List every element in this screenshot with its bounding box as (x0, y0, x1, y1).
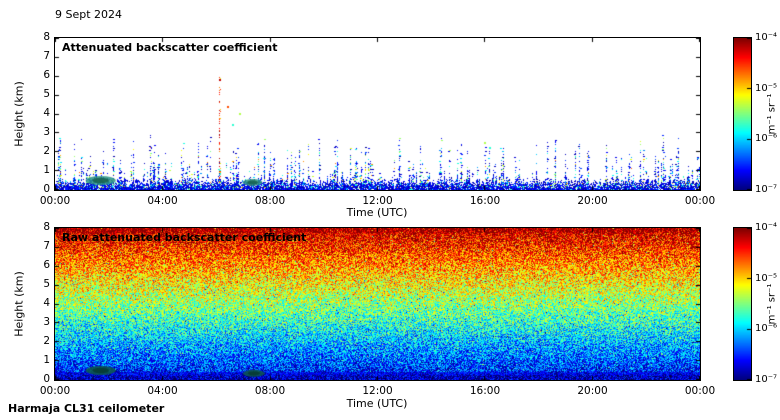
colorbar-top (733, 37, 752, 191)
panel1-colorbar-tick-1: 10⁻⁵ (755, 272, 778, 284)
panel0-x-tick-6: 00:00 (684, 195, 716, 207)
panel0-x-tick-4: 16:00 (469, 195, 501, 207)
panel1-x-tick-0: 00:00 (39, 385, 71, 397)
panel1-colorbar-tick-2: 10⁻⁶ (755, 323, 778, 335)
panel1-x-tick-5: 20:00 (577, 385, 608, 397)
panel1-y-tick-0: 0 (43, 373, 50, 385)
colorbar-top-unit-label: m⁻¹ sr⁻¹ (766, 93, 778, 135)
raw-plot-area: Raw attenuated backscatter coefficient (54, 227, 701, 381)
panel0-y-tick-6: 6 (43, 69, 50, 81)
colorbar-bottom-unit-label: m⁻¹ sr⁻¹ (766, 283, 778, 325)
panel0-x-tick-5: 20:00 (577, 195, 608, 207)
panel1-x-tick-2: 08:00 (254, 385, 286, 397)
panel1-x-tick-3: 12:00 (362, 385, 393, 397)
panel1-colorbar-tick-0: 10⁻⁴ (755, 222, 778, 233)
panel1-x-tick-6: 00:00 (684, 385, 716, 397)
panel0-x-tick-3: 12:00 (362, 195, 393, 207)
panel1-y-tick-8: 8 (43, 221, 50, 233)
colorbar-bottom-canvas (734, 228, 751, 380)
raw-plot-title: Raw attenuated backscatter coefficient (62, 231, 307, 244)
instrument-label: Harmaja CL31 ceilometer (8, 402, 165, 415)
panel0-y-tick-4: 4 (43, 107, 50, 119)
panel0-colorbar-tick-3: 10⁻⁷ (755, 184, 778, 195)
colorbar-bottom (733, 227, 752, 381)
attenuated-heatmap-canvas (55, 38, 700, 190)
panel0-x-tick-0: 00:00 (39, 195, 71, 207)
panel1-colorbar-tick-3: 10⁻⁷ (755, 374, 778, 385)
panel0-y-tick-3: 3 (43, 126, 50, 138)
panel1-y-tick-4: 4 (43, 297, 50, 309)
raw-heatmap-canvas (55, 228, 700, 380)
panel0-y-tick-7: 7 (43, 50, 50, 62)
panel1-y-tick-5: 5 (43, 278, 50, 290)
date-label: 9 Sept 2024 (55, 8, 123, 21)
panel1-x-tick-1: 04:00 (147, 385, 178, 397)
panel0-y-tick-5: 5 (43, 88, 50, 100)
panel1-y-tick-7: 7 (43, 240, 50, 252)
panel0-x-tick-1: 04:00 (147, 195, 178, 207)
panel0-colorbar-tick-2: 10⁻⁶ (755, 133, 778, 145)
panel0-y-tick-1: 1 (43, 164, 50, 176)
panel1-y-tick-6: 6 (43, 259, 50, 271)
panel0-colorbar-tick-0: 10⁻⁴ (755, 32, 778, 43)
panel0-colorbar-tick-1: 10⁻⁵ (755, 82, 778, 94)
attenuated-plot-area: Attenuated backscatter coefficient (54, 37, 701, 191)
x-axis-label-bottom: Time (UTC) (346, 397, 408, 410)
panel1-y-tick-3: 3 (43, 316, 50, 328)
panel0-y-tick-0: 0 (43, 183, 50, 195)
panel0-y-tick-2: 2 (43, 145, 50, 157)
panel0-x-tick-2: 08:00 (254, 195, 286, 207)
attenuated-plot-title: Attenuated backscatter coefficient (62, 41, 278, 54)
panel1-y-tick-2: 2 (43, 335, 50, 347)
x-axis-label-top: Time (UTC) (346, 206, 408, 219)
panel1-y-tick-1: 1 (43, 354, 50, 366)
colorbar-top-canvas (734, 38, 751, 190)
panel1-x-tick-4: 16:00 (469, 385, 501, 397)
panel0-y-tick-8: 8 (43, 31, 50, 43)
